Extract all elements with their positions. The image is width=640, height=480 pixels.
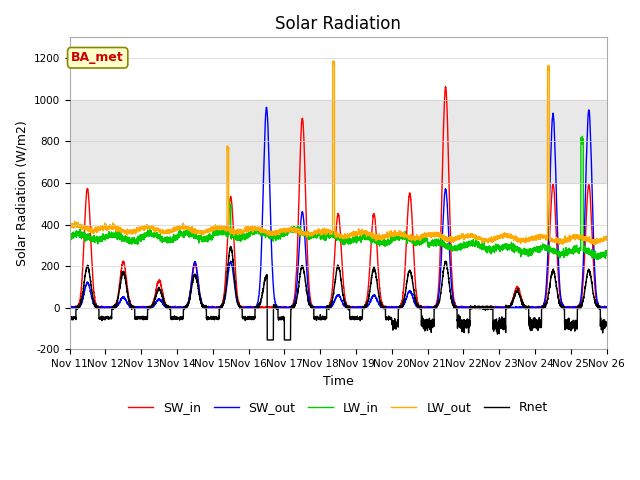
- Line: Rnet: Rnet: [70, 246, 607, 340]
- Rnet: [603, 322, 611, 327]
- LW_in: [429, 240, 436, 245]
- Rnet: [66, 316, 74, 322]
- SW_in: [489, 305, 497, 311]
- Rnet: [602, 323, 610, 329]
- SW_out: [458, 305, 466, 311]
- LW_in: [458, 244, 466, 250]
- Line: LW_out: LW_out: [70, 61, 607, 245]
- LW_out: [489, 239, 497, 245]
- Title: Solar Radiation: Solar Radiation: [275, 15, 401, 33]
- Legend: SW_in, SW_out, LW_in, LW_out, Rnet: SW_in, SW_out, LW_in, LW_out, Rnet: [123, 396, 553, 419]
- LW_out: [603, 236, 611, 241]
- Rnet: [318, 316, 326, 322]
- LW_out: [318, 229, 326, 235]
- LW_out: [458, 233, 466, 239]
- X-axis label: Time: Time: [323, 374, 353, 387]
- SW_out: [603, 304, 611, 310]
- LW_in: [603, 248, 611, 253]
- Line: LW_in: LW_in: [70, 136, 607, 259]
- SW_out: [602, 305, 610, 311]
- Line: SW_out: SW_out: [70, 108, 607, 308]
- SW_out: [318, 304, 326, 310]
- LW_in: [66, 234, 74, 240]
- Rnet: [162, 302, 170, 308]
- SW_in: [603, 305, 611, 311]
- Rnet: [429, 319, 436, 325]
- LW_in: [489, 248, 497, 253]
- LW_in: [602, 252, 610, 258]
- LW_out: [590, 242, 598, 248]
- SW_out: [489, 304, 497, 310]
- SW_in: [429, 305, 436, 311]
- LW_in: [162, 234, 170, 240]
- Bar: [70, 100, 607, 183]
- Rnet: [489, 324, 497, 329]
- SW_in: [458, 305, 466, 311]
- SW_in: [162, 303, 170, 309]
- Rnet: [459, 320, 467, 325]
- LW_out: [429, 232, 436, 238]
- Text: BA_met: BA_met: [71, 51, 124, 64]
- LW_in: [595, 256, 602, 262]
- SW_out: [66, 305, 74, 311]
- SW_in: [66, 305, 74, 311]
- LW_in: [579, 133, 586, 139]
- SW_out: [262, 105, 270, 110]
- Rnet: [227, 243, 234, 249]
- SW_in: [318, 304, 326, 310]
- SW_in: [602, 304, 610, 310]
- Rnet: [264, 337, 271, 343]
- LW_out: [66, 219, 74, 225]
- LW_out: [602, 236, 610, 241]
- LW_out: [162, 230, 170, 236]
- SW_out: [429, 304, 436, 310]
- SW_in: [442, 84, 449, 89]
- SW_out: [162, 304, 170, 310]
- LW_out: [330, 58, 337, 64]
- Y-axis label: Solar Radiation (W/m2): Solar Radiation (W/m2): [15, 120, 28, 266]
- LW_in: [318, 235, 326, 241]
- Line: SW_in: SW_in: [70, 86, 607, 308]
